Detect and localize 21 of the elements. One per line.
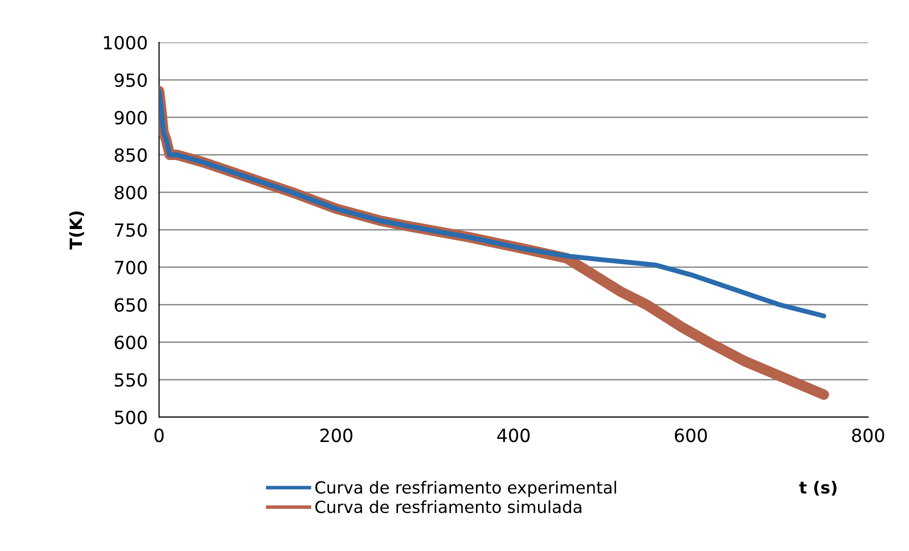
y-tick-label: 500 <box>114 410 147 424</box>
y-tick-label: 700 <box>114 260 147 274</box>
y-tick-label: 650 <box>114 298 147 312</box>
x-axis-title: t (s) <box>799 480 836 496</box>
y-tick-label: 900 <box>114 110 147 124</box>
y-tick-label: 800 <box>114 186 147 200</box>
y-tick-label: 550 <box>114 373 147 387</box>
x-tick-label: 400 <box>497 428 530 442</box>
y-axis-title: T(K) <box>69 211 84 250</box>
legend-label: Curva de resfriamento experimental <box>315 480 616 497</box>
y-tick-label: 950 <box>114 73 147 88</box>
y-tick-label: 600 <box>114 336 147 350</box>
x-tick-label: 200 <box>320 428 352 442</box>
y-tick-label: 850 <box>114 148 147 162</box>
y-tick-label: 750 <box>114 223 147 237</box>
x-tick-label: 800 <box>852 428 884 442</box>
legend-label: Curva de resfriamento simulada <box>315 500 582 514</box>
x-tick-label: 0 <box>154 428 164 442</box>
x-tick-label: 600 <box>674 428 707 442</box>
y-tick-label: 1000 <box>104 36 147 50</box>
line-series <box>159 88 826 318</box>
